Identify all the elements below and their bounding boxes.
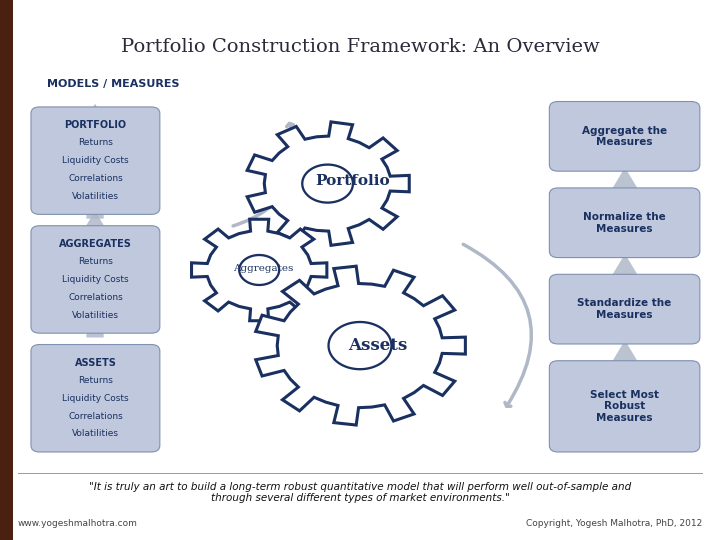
Text: Volatilities: Volatilities — [72, 192, 119, 201]
Text: Liquidity Costs: Liquidity Costs — [62, 275, 129, 284]
Text: Liquidity Costs: Liquidity Costs — [62, 156, 129, 165]
Text: Correlations: Correlations — [68, 411, 123, 421]
Text: Returns: Returns — [78, 376, 113, 385]
Text: PORTFOLIO: PORTFOLIO — [64, 120, 127, 130]
Text: Standardize the
Measures: Standardize the Measures — [577, 298, 672, 320]
Polygon shape — [612, 340, 638, 364]
Text: Aggregates: Aggregates — [233, 264, 293, 273]
FancyBboxPatch shape — [549, 361, 700, 452]
Text: Portfolio Construction Framework: An Overview: Portfolio Construction Framework: An Ove… — [121, 38, 599, 56]
Text: Select Most
Robust
Measures: Select Most Robust Measures — [590, 390, 659, 423]
Text: Normalize the
Measures: Normalize the Measures — [583, 212, 666, 233]
Polygon shape — [192, 219, 327, 321]
FancyBboxPatch shape — [31, 226, 160, 333]
Bar — [0, 0, 13, 540]
Polygon shape — [256, 266, 465, 425]
Polygon shape — [247, 122, 409, 245]
Text: ASSETS: ASSETS — [74, 357, 117, 368]
Polygon shape — [328, 322, 392, 369]
Text: Copyright, Yogesh Malhotra, PhD, 2012: Copyright, Yogesh Malhotra, PhD, 2012 — [526, 519, 702, 528]
Text: Correlations: Correlations — [68, 293, 123, 302]
Polygon shape — [81, 104, 109, 219]
Text: AGGREGATES: AGGREGATES — [59, 239, 132, 249]
Polygon shape — [81, 211, 109, 338]
Polygon shape — [239, 255, 279, 285]
Text: Assets: Assets — [348, 337, 408, 354]
Text: Aggregate the
Measures: Aggregate the Measures — [582, 126, 667, 147]
Polygon shape — [612, 254, 638, 281]
FancyBboxPatch shape — [549, 188, 700, 258]
Text: Correlations: Correlations — [68, 174, 123, 183]
Text: Portfolio: Portfolio — [315, 174, 390, 188]
FancyBboxPatch shape — [549, 274, 700, 344]
Text: Volatilities: Volatilities — [72, 310, 119, 320]
FancyBboxPatch shape — [549, 102, 700, 171]
Text: Returns: Returns — [78, 257, 113, 266]
Text: www.yogeshmalhotra.com: www.yogeshmalhotra.com — [18, 519, 138, 528]
FancyBboxPatch shape — [31, 345, 160, 452]
Text: "It is truly an art to build a long-term robust quantitative model that will per: "It is truly an art to build a long-term… — [89, 482, 631, 503]
Text: Returns: Returns — [78, 138, 113, 147]
Text: Volatilities: Volatilities — [72, 429, 119, 438]
FancyBboxPatch shape — [31, 107, 160, 214]
Text: MODELS / MEASURES: MODELS / MEASURES — [47, 79, 179, 89]
Polygon shape — [302, 165, 353, 202]
FancyArrowPatch shape — [463, 244, 531, 406]
Polygon shape — [612, 167, 638, 193]
Text: Liquidity Costs: Liquidity Costs — [62, 394, 129, 403]
FancyArrowPatch shape — [233, 124, 294, 226]
